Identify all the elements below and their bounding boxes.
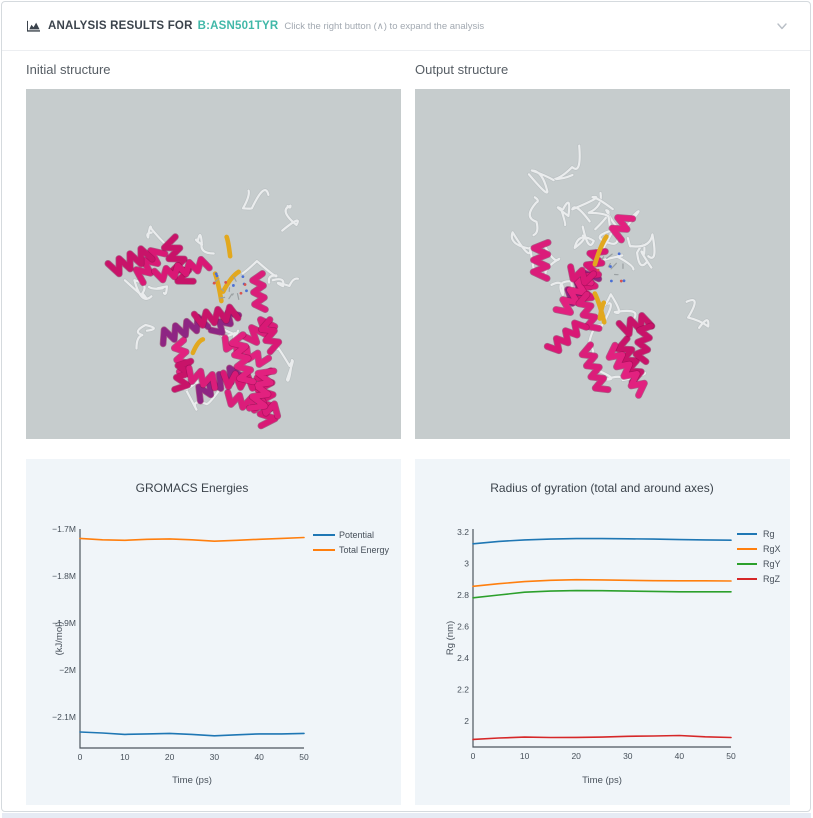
area-chart-icon bbox=[27, 20, 40, 32]
svg-text:−1.9M: −1.9M bbox=[52, 618, 76, 628]
svg-text:−2.1M: −2.1M bbox=[52, 712, 76, 722]
svg-text:−2M: −2M bbox=[59, 665, 76, 675]
svg-text:Potential: Potential bbox=[339, 530, 374, 540]
svg-text:2: 2 bbox=[464, 716, 469, 726]
gyration-chart[interactable]: Radius of gyration (total and around axe… bbox=[415, 459, 790, 805]
svg-text:2.8: 2.8 bbox=[457, 590, 469, 600]
svg-text:40: 40 bbox=[254, 752, 264, 762]
output-structure-viewer[interactable] bbox=[415, 89, 790, 439]
svg-text:Radius of gyration (total and: Radius of gyration (total and around axe… bbox=[490, 481, 713, 495]
svg-text:RgX: RgX bbox=[763, 544, 781, 554]
svg-text:−1.8M: −1.8M bbox=[52, 571, 76, 581]
initial-structure-viewer[interactable] bbox=[26, 89, 401, 439]
svg-text:30: 30 bbox=[623, 751, 633, 761]
svg-text:3: 3 bbox=[464, 558, 469, 568]
energies-chart-panel[interactable]: GROMACS Energies −1.7M −1.8M −1.9M −2M −2.1M 0… bbox=[26, 459, 401, 805]
next-section-edge bbox=[2, 813, 811, 818]
svg-text:2.2: 2.2 bbox=[457, 685, 469, 695]
svg-text:2.4: 2.4 bbox=[457, 653, 469, 663]
svg-text:50: 50 bbox=[299, 752, 309, 762]
energies-chart[interactable]: GROMACS Energies −1.7M −1.8M −1.9M −2M −2.1M 0… bbox=[26, 459, 401, 805]
svg-text:Time (ps): Time (ps) bbox=[172, 775, 212, 786]
header-hint: Click the right button (∧) to expand the… bbox=[284, 21, 485, 32]
svg-text:20: 20 bbox=[571, 751, 581, 761]
svg-text:40: 40 bbox=[675, 751, 685, 761]
svg-text:(kJ/mol): (kJ/mol) bbox=[54, 622, 65, 656]
mutation-badge: B:ASN501TYR bbox=[197, 20, 279, 32]
svg-text:30: 30 bbox=[210, 752, 220, 762]
gyration-chart-panel[interactable]: Radius of gyration (total and around axe… bbox=[415, 459, 790, 805]
svg-text:20: 20 bbox=[165, 752, 175, 762]
protein-structure-canvas[interactable] bbox=[415, 89, 790, 439]
header-title: ANALYSIS RESULTS FOR bbox=[48, 20, 193, 32]
svg-text:RgZ: RgZ bbox=[763, 574, 781, 584]
svg-text:3.2: 3.2 bbox=[457, 527, 469, 537]
chevron-down-icon[interactable] bbox=[774, 18, 790, 34]
protein-structure-canvas[interactable] bbox=[26, 89, 401, 439]
svg-text:10: 10 bbox=[520, 751, 530, 761]
output-structure-label: Output structure bbox=[415, 62, 509, 77]
svg-text:Time (ps): Time (ps) bbox=[582, 775, 622, 786]
svg-text:GROMACS Energies: GROMACS Energies bbox=[136, 481, 249, 495]
svg-text:0: 0 bbox=[471, 751, 476, 761]
svg-text:10: 10 bbox=[120, 752, 130, 762]
svg-text:RgY: RgY bbox=[763, 559, 781, 569]
svg-text:0: 0 bbox=[78, 752, 83, 762]
svg-text:Rg (nm): Rg (nm) bbox=[445, 621, 456, 655]
svg-text:Rg: Rg bbox=[763, 529, 775, 539]
svg-text:Total Energy: Total Energy bbox=[339, 545, 390, 555]
initial-structure-label: Initial structure bbox=[26, 62, 111, 77]
svg-text:2.6: 2.6 bbox=[457, 622, 469, 632]
svg-text:−1.7M: −1.7M bbox=[52, 524, 76, 534]
svg-text:50: 50 bbox=[726, 751, 736, 761]
analysis-header: ANALYSIS RESULTS FOR B:ASN501TYR Click t… bbox=[2, 2, 810, 51]
